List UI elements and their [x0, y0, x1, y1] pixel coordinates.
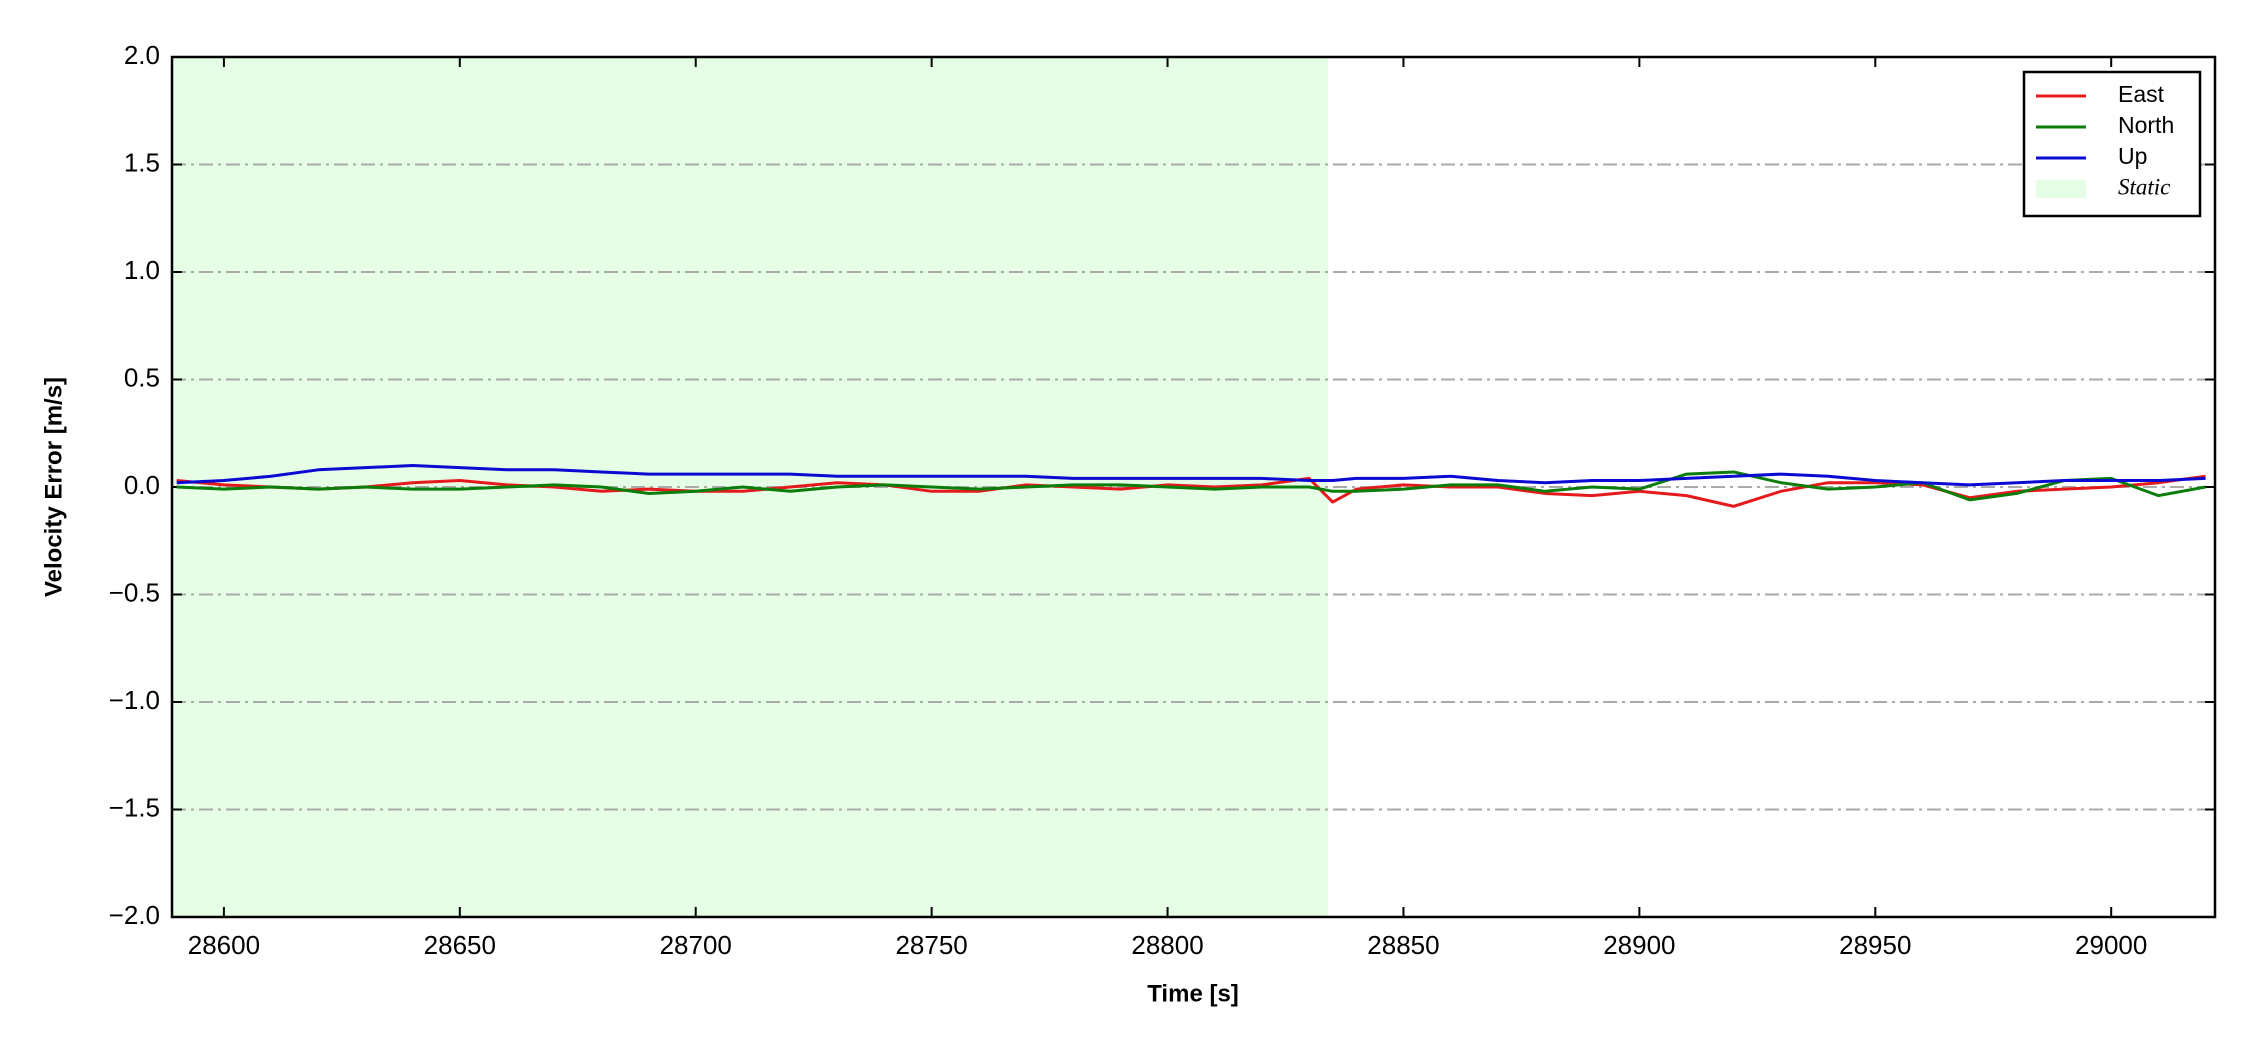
legend-label: Static: [2118, 174, 2170, 199]
y-tick-label: −2.0: [109, 900, 160, 930]
x-tick-label: 28700: [660, 930, 732, 960]
y-tick-label: −1.5: [109, 792, 160, 822]
x-tick-label: 29000: [2075, 930, 2147, 960]
plot-frame: [170, 55, 2217, 919]
legend-label: North: [2118, 112, 2174, 138]
x-tick-label: 28850: [1367, 930, 1439, 960]
x-tick-label: 28800: [1131, 930, 1203, 960]
legend-swatch: [2036, 180, 2086, 198]
series-line: [176, 470, 2206, 502]
x-tick-label: 28600: [188, 930, 260, 960]
y-tick-label: 1.5: [124, 147, 160, 177]
y-tick-label: −1.0: [109, 685, 160, 715]
x-axis-title: Time [s]: [1147, 980, 1239, 1007]
y-tick-label: −0.5: [109, 577, 160, 607]
y-tick-label: 0.0: [124, 470, 160, 500]
x-tick-label: 28650: [424, 930, 496, 960]
legend-label: Up: [2118, 143, 2147, 169]
series-line: [176, 464, 2206, 487]
y-tick-label: 1.0: [124, 255, 160, 285]
y-axis-title: Velocity Error [m/s]: [40, 377, 67, 597]
x-tick-label: 28750: [895, 930, 967, 960]
legend-label: East: [2118, 81, 2165, 107]
x-tick-label: 28950: [1839, 930, 1911, 960]
y-tick-label: 2.0: [124, 40, 160, 70]
y-tick-label: 0.5: [124, 362, 160, 392]
x-tick-label: 28900: [1603, 930, 1675, 960]
